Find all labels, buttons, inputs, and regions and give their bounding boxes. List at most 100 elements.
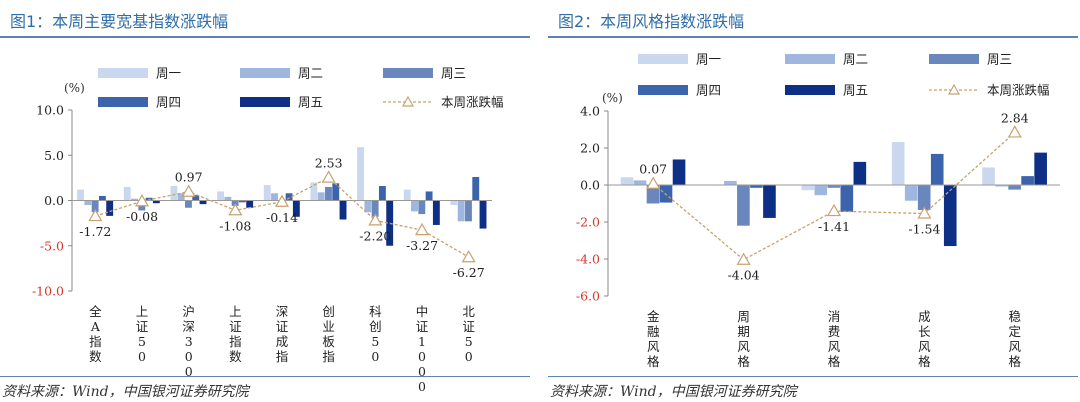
y-tick-label: 5.0	[44, 148, 64, 163]
chart-title: 图2：本周风格指数涨跌幅	[558, 12, 745, 31]
bar-周五	[292, 200, 300, 217]
bar-周三	[737, 185, 750, 226]
y-tick-label: 0.0	[580, 178, 600, 193]
bar-周三	[1008, 185, 1021, 190]
category-label: 消费风格	[828, 309, 841, 369]
category-label: 科创 5 0	[369, 304, 382, 364]
bar-周五	[106, 200, 114, 216]
legend-item: 周二	[785, 52, 868, 67]
legend-item: 周一	[638, 52, 721, 67]
legend-swatch	[98, 68, 148, 78]
bar-周三	[917, 185, 931, 210]
data-label: -6.27	[453, 265, 485, 280]
legend-label: 周二	[843, 52, 868, 67]
legend-item: 本周涨跌幅	[929, 83, 1050, 98]
data-label: -0.08	[126, 209, 158, 224]
weekly-change-marker	[321, 170, 336, 183]
bar-周四	[285, 193, 293, 201]
y-unit-label: (%)	[64, 81, 85, 95]
legend-item: 周四	[98, 95, 181, 110]
bar-周五	[246, 200, 254, 208]
category-label: 中证 1 0 0 0	[416, 304, 429, 394]
data-label: 2.84	[1001, 110, 1029, 125]
legend-label: 周五	[843, 83, 868, 98]
bar-周二	[457, 200, 465, 222]
bar-周四	[192, 195, 200, 201]
category-label: 金融风格	[647, 309, 660, 369]
bar-周五	[152, 200, 160, 204]
bar-周一	[450, 200, 458, 206]
source-note: 资料来源：Wind，中国银河证券研究院	[550, 384, 797, 400]
title-rule	[0, 36, 530, 38]
title-rule	[548, 36, 1078, 38]
bar-周一	[217, 191, 225, 201]
bar-周一	[403, 189, 411, 201]
data-label: -3.27	[406, 238, 438, 253]
category-label: 北证 5 0	[462, 304, 475, 364]
bar-周二	[633, 180, 647, 186]
bar-周五	[479, 200, 487, 229]
bar-周一	[891, 142, 905, 185]
legend-swatch	[240, 68, 290, 78]
legend-swatch	[383, 68, 433, 78]
bar-周三	[185, 200, 192, 208]
category-label: 上证 5 0	[136, 304, 149, 364]
data-label: -1.41	[818, 219, 850, 234]
bar-周二	[131, 198, 138, 201]
category-label: 深证成指	[276, 304, 289, 364]
legend-item: 周二	[240, 66, 323, 81]
y-tick-label: 10.0	[36, 103, 64, 118]
category-label: 全 A 指数	[89, 304, 102, 364]
bar-周一	[982, 167, 995, 185]
y-unit-label: (%)	[602, 91, 623, 105]
bar-周二	[224, 196, 232, 201]
weekly-change-marker	[414, 222, 430, 236]
y-tick-label: -10.0	[32, 284, 64, 299]
legend-item: 周四	[638, 83, 721, 98]
data-label: -4.04	[728, 268, 760, 283]
bar-周三	[231, 200, 239, 206]
bar-周四	[1021, 176, 1034, 185]
legend-label: 周三	[987, 52, 1012, 67]
weekly-change-marker	[368, 213, 383, 226]
y-tick-label: 2.0	[580, 141, 600, 156]
legend-swatch	[785, 85, 835, 95]
weekly-change-marker	[736, 252, 751, 265]
legend-swatch	[240, 97, 290, 107]
legend-label: 本周涨跌幅	[987, 83, 1050, 98]
chart-title: 图1：本周主要宽基指数涨跌幅	[10, 12, 229, 31]
data-label: -1.08	[219, 218, 251, 233]
bar-周三	[91, 200, 99, 213]
bar-周四	[378, 186, 386, 201]
legend-item: 周五	[785, 83, 868, 98]
chart-panel-broad-index: 图1：本周主要宽基指数涨跌幅 周一 周二 周三 周四 周五 本周涨跌幅 (%) 10.0 5.0…	[0, 0, 530, 402]
bar-周三	[418, 200, 426, 215]
bar-周四	[930, 153, 944, 185]
footer-rule	[548, 376, 1078, 377]
category-label: 沪深 3 0 0	[182, 304, 195, 379]
bar-周五	[199, 200, 207, 205]
y-tick-label: -5.0	[40, 238, 64, 253]
data-label: -2.20	[359, 228, 391, 243]
bar-周一	[77, 189, 85, 201]
category-label: 周期风格	[737, 309, 750, 369]
legend-swatch	[638, 85, 688, 95]
bar-周四	[472, 176, 480, 201]
y-tick-label: -4.0	[576, 252, 600, 267]
weekly-change-marker	[134, 194, 150, 207]
weekly-change-marker	[1007, 125, 1022, 138]
weekly-change-marker	[646, 176, 661, 189]
bar-周四	[840, 185, 854, 212]
legend-swatch	[785, 54, 835, 64]
footer-rule	[0, 376, 530, 377]
bar-周五	[943, 185, 957, 247]
bar-周二	[84, 200, 92, 206]
bar-周一	[310, 182, 318, 201]
bar-周四	[98, 195, 106, 201]
weekly-change-marker	[228, 203, 243, 216]
bar-周三	[465, 200, 472, 222]
bar-周一	[170, 186, 178, 201]
bar-周二	[271, 193, 278, 201]
legend-label: 周四	[696, 83, 721, 98]
